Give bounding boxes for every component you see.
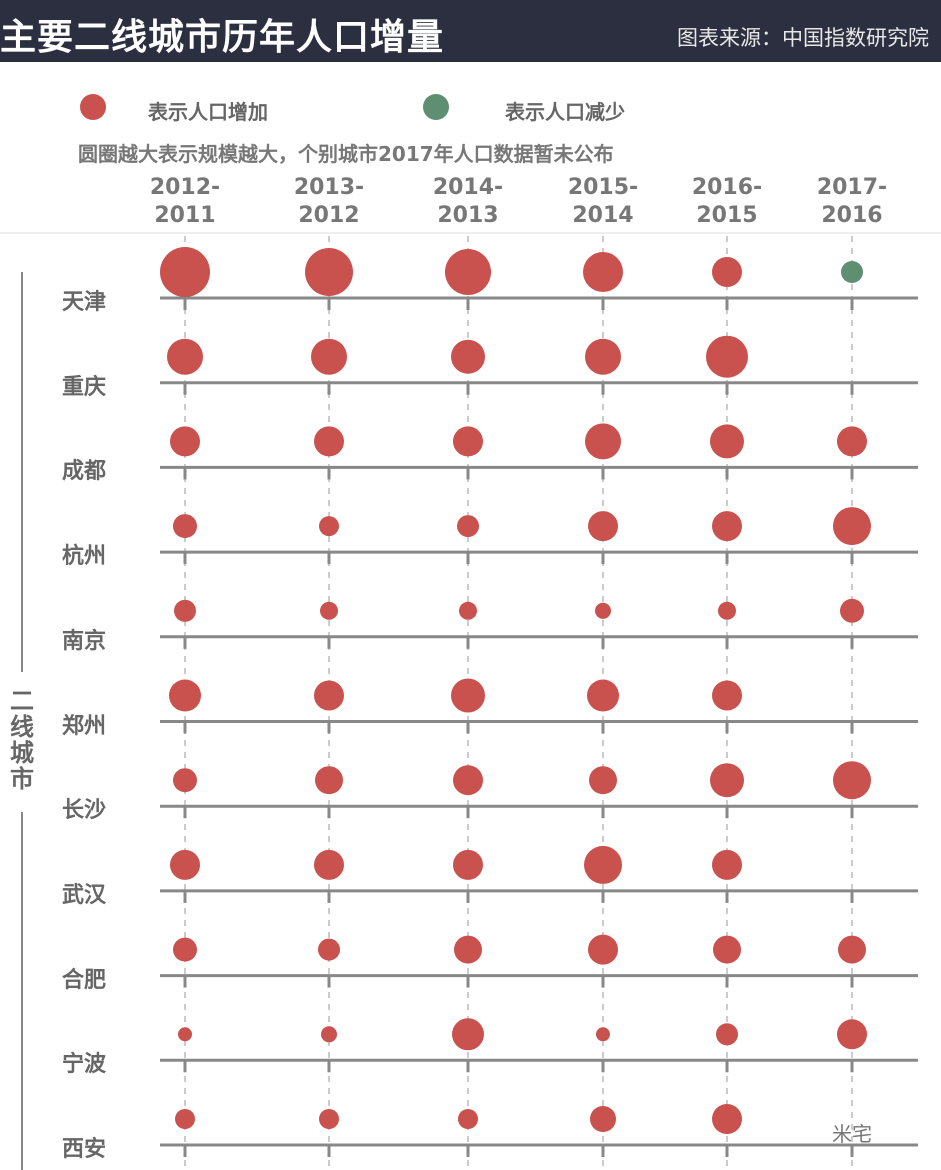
bubble-郑州-4	[712, 680, 742, 711]
group-bracket-bottom	[21, 812, 23, 1170]
city-label: 宁波	[62, 1052, 107, 1078]
bubble-重庆-4	[706, 335, 748, 378]
bubble-西安-0	[175, 1109, 195, 1129]
bubble-成都-0	[170, 426, 200, 457]
column-label: 2012- 2011	[149, 175, 221, 228]
chart-source: 图表来源：中国指数研究院	[677, 26, 929, 50]
city-label: 重庆	[62, 374, 107, 400]
bubble-宁波-5	[837, 1019, 867, 1050]
bubble-南京-1	[320, 601, 338, 620]
city-label: 合肥	[62, 967, 107, 993]
bubble-宁波-4	[716, 1023, 738, 1046]
bubble-郑州-2	[451, 678, 485, 713]
bubble-宁波-3	[596, 1027, 610, 1042]
legend-decrease-marker	[423, 94, 449, 120]
bubble-长沙-5	[833, 761, 871, 800]
bubble-杭州-3	[588, 511, 618, 542]
header-separator	[0, 232, 941, 234]
bubble-天津-0	[160, 247, 210, 297]
bubble-合肥-5	[838, 935, 866, 964]
column-label: 2016- 2015	[691, 175, 763, 228]
bubble-合肥-0	[173, 937, 197, 962]
watermark: 米宅	[832, 1122, 872, 1146]
legend-decrease-label: 表示人口减少	[505, 100, 625, 124]
bubble-成都-4	[710, 424, 744, 459]
legend-note: 圆圈越大表示规模越大，个别城市2017年人口数据暂未公布	[78, 142, 614, 166]
bubble-武汉-2	[453, 849, 483, 880]
group-bracket-top	[21, 272, 23, 672]
legend-increase-marker	[80, 94, 106, 120]
bubble-郑州-0	[169, 679, 201, 712]
bubble-南京-2	[459, 601, 477, 620]
bubble-成都-3	[585, 423, 621, 460]
bubble-天津-5	[841, 261, 863, 283]
bubble-杭州-5	[833, 507, 871, 546]
city-label: 杭州	[62, 544, 107, 570]
bubble-杭州-0	[173, 514, 197, 539]
city-label: 天津	[62, 290, 107, 315]
bubble-西安-1	[319, 1109, 339, 1129]
bubble-重庆-2	[451, 339, 485, 374]
bubble-合肥-4	[713, 935, 741, 964]
column-label: 2014- 2013	[432, 175, 504, 228]
bubble-天津-4	[712, 257, 742, 287]
bubble-长沙-3	[589, 766, 617, 795]
legend-increase-label: 表示人口增加	[148, 100, 268, 124]
bubble-南京-5	[840, 598, 864, 623]
bubble-杭州-4	[712, 511, 742, 542]
bubble-天津-1	[305, 248, 353, 296]
bubble-郑州-1	[314, 680, 344, 711]
bubble-长沙-2	[453, 765, 483, 796]
bubble-合肥-1	[318, 938, 340, 961]
city-label: 长沙	[62, 798, 107, 824]
bubble-武汉-3	[584, 845, 622, 884]
bubble-南京-3	[595, 602, 611, 619]
bubble-长沙-1	[315, 766, 343, 795]
bubble-南京-4	[718, 601, 736, 620]
bubble-西安-4	[712, 1104, 742, 1134]
bubble-杭州-2	[457, 515, 479, 538]
header-bar: 主要二线城市历年人口增量 图表来源：中国指数研究院	[0, 0, 941, 62]
bubble-成都-1	[314, 426, 344, 457]
bubble-西安-3	[590, 1106, 616, 1132]
bubble-合肥-2	[454, 935, 482, 964]
bubble-长沙-0	[173, 768, 197, 793]
bubble-重庆-1	[311, 338, 347, 375]
bubble-重庆-0	[167, 338, 203, 375]
bubble-宁波-1	[321, 1026, 337, 1043]
bubble-武汉-4	[712, 849, 742, 880]
bubble-天津-3	[583, 252, 623, 292]
bubble-天津-2	[445, 249, 491, 295]
bubble-成都-5	[837, 426, 867, 457]
bubble-武汉-0	[170, 849, 200, 880]
city-label: 南京	[62, 628, 107, 654]
bubble-合肥-3	[588, 934, 618, 965]
bubble-杭州-1	[319, 516, 339, 537]
bubble-西安-2	[458, 1109, 478, 1129]
city-label: 武汉	[62, 882, 107, 908]
bubble-宁波-0	[178, 1027, 192, 1042]
city-label: 成都	[62, 459, 107, 485]
city-label: 郑州	[62, 713, 107, 739]
bubble-郑州-3	[587, 679, 619, 712]
bubble-长沙-4	[710, 763, 744, 798]
bubble-成都-2	[453, 426, 483, 457]
bubble-南京-0	[174, 599, 196, 622]
bubble-武汉-1	[314, 849, 344, 880]
chart-title: 主要二线城市历年人口增量	[0, 17, 445, 58]
column-label: 2013- 2012	[293, 175, 365, 228]
bubble-宁波-2	[452, 1018, 484, 1051]
city-label: 西安	[62, 1137, 107, 1162]
bubble-重庆-3	[585, 338, 621, 375]
group-label: 二线城市	[10, 687, 34, 793]
column-label: 2015- 2014	[567, 175, 639, 228]
column-label: 2017- 2016	[816, 175, 888, 228]
